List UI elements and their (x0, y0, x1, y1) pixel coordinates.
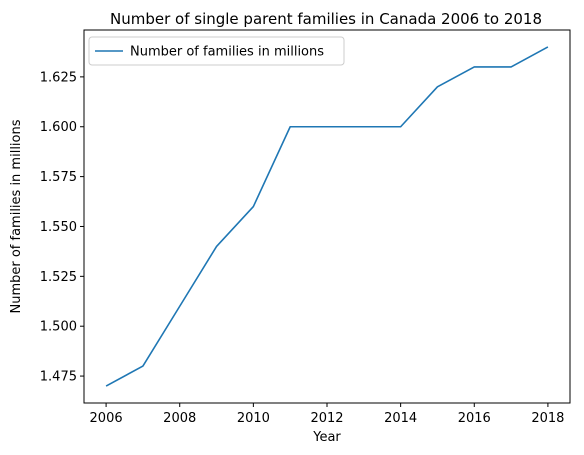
series-line (105, 46, 549, 387)
x-tick-label: 2010 (237, 411, 270, 426)
series-layer (105, 46, 549, 387)
x-tick-label: 2014 (384, 411, 417, 426)
y-axis: 1.475 1.500 1.525 1.550 1.575 1.600 1.625 (40, 70, 84, 385)
y-tick-label: 1.575 (40, 170, 77, 185)
chart-title: Number of single parent families in Cana… (110, 10, 542, 28)
y-axis-label: Number of families in millions (9, 119, 24, 313)
legend-label: Number of families in millions (130, 45, 324, 60)
y-tick-label: 1.625 (40, 70, 77, 85)
y-tick-label: 1.475 (40, 370, 77, 385)
y-tick-label: 1.600 (40, 120, 77, 135)
y-tick-label: 1.550 (40, 220, 77, 235)
legend: Number of families in millions (88, 36, 345, 66)
y-tick-label: 1.525 (40, 270, 77, 285)
legend-box (88, 36, 345, 66)
x-tick-label: 2008 (163, 411, 196, 426)
x-tick-label: 2016 (458, 411, 491, 426)
x-axis: 2006 2008 2010 2012 2014 2016 2018 (90, 403, 564, 426)
x-tick-label: 2018 (531, 411, 564, 426)
x-axis-label: Year (312, 430, 341, 445)
plot-area (83, 29, 571, 404)
x-tick-label: 2006 (90, 411, 123, 426)
y-tick-label: 1.500 (40, 320, 77, 335)
x-tick-label: 2012 (310, 411, 343, 426)
